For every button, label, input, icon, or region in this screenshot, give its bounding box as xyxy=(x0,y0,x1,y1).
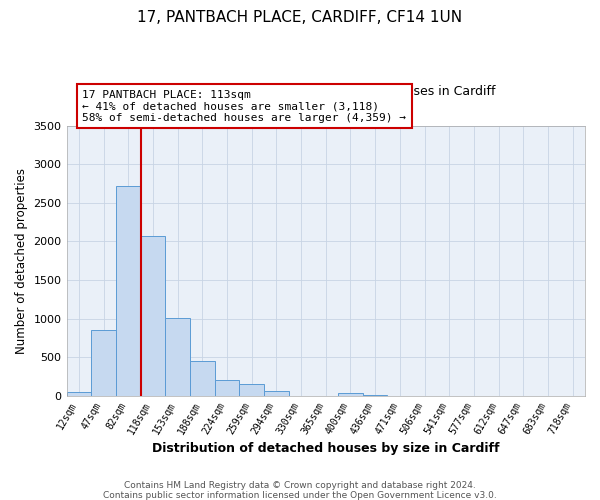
Text: 17 PANTBACH PLACE: 113sqm
← 41% of detached houses are smaller (3,118)
58% of se: 17 PANTBACH PLACE: 113sqm ← 41% of detac… xyxy=(82,90,406,123)
Bar xyxy=(363,394,388,396)
Bar xyxy=(264,392,289,396)
Bar xyxy=(91,330,116,396)
Text: 17, PANTBACH PLACE, CARDIFF, CF14 1UN: 17, PANTBACH PLACE, CARDIFF, CF14 1UN xyxy=(137,10,463,25)
Bar xyxy=(190,361,215,396)
Bar xyxy=(67,392,91,396)
Bar xyxy=(116,186,140,396)
Bar xyxy=(165,318,190,396)
Y-axis label: Number of detached properties: Number of detached properties xyxy=(15,168,28,354)
Bar xyxy=(215,380,239,396)
Bar xyxy=(140,236,165,396)
X-axis label: Distribution of detached houses by size in Cardiff: Distribution of detached houses by size … xyxy=(152,442,500,455)
Bar xyxy=(338,392,363,396)
Title: Size of property relative to detached houses in Cardiff: Size of property relative to detached ho… xyxy=(156,85,496,98)
Text: Contains HM Land Registry data © Crown copyright and database right 2024.: Contains HM Land Registry data © Crown c… xyxy=(124,481,476,490)
Bar xyxy=(239,384,264,396)
Text: Contains public sector information licensed under the Open Government Licence v3: Contains public sector information licen… xyxy=(103,491,497,500)
